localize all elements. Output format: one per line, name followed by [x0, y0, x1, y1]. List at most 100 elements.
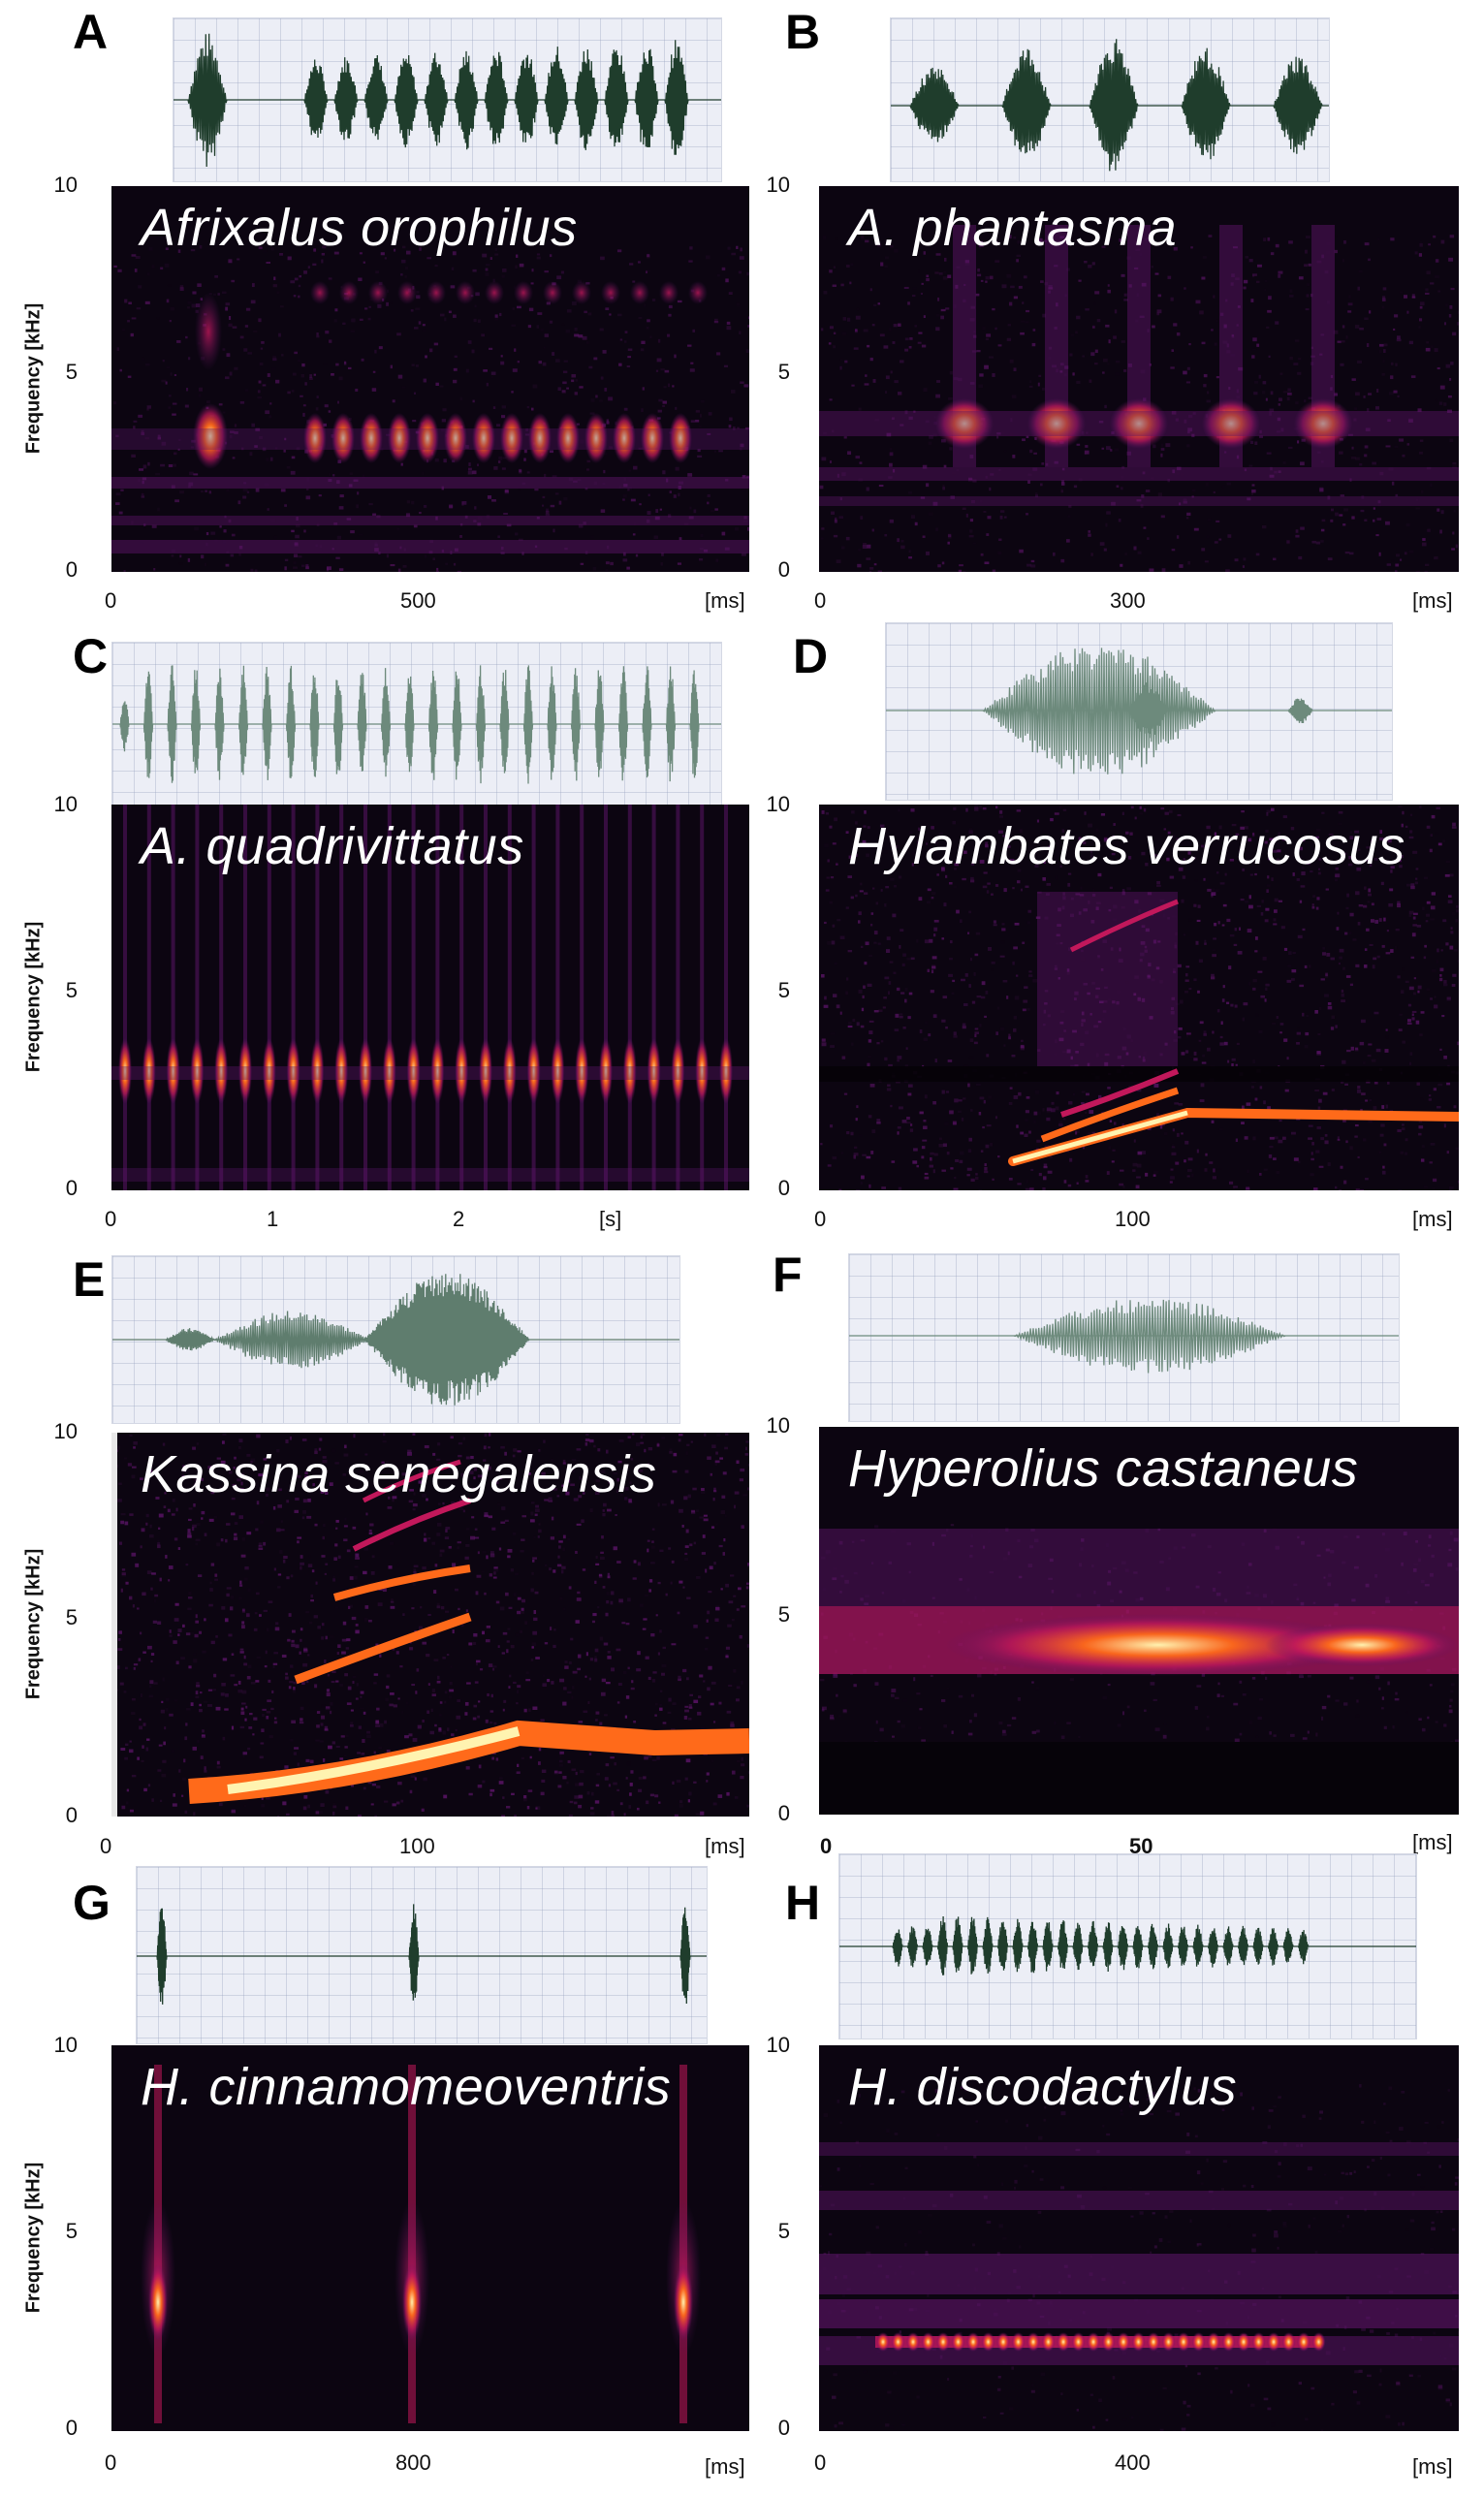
noise-speck — [1274, 470, 1278, 474]
noise-speck — [372, 513, 377, 516]
noise-speck — [1395, 928, 1400, 932]
energy-blob — [430, 1038, 445, 1104]
noise-speck — [957, 1110, 962, 1114]
noise-speck — [1139, 806, 1142, 809]
noise-speck — [1217, 921, 1220, 925]
noise-speck — [743, 384, 749, 388]
noise-speck — [296, 447, 300, 451]
noise-speck — [1440, 949, 1443, 952]
noise-speck — [1426, 901, 1431, 904]
noise-speck — [523, 1708, 527, 1713]
noise-speck — [422, 1566, 426, 1570]
noise-speck — [533, 1535, 536, 1539]
noise-speck — [932, 1169, 935, 1174]
noise-speck — [1145, 1172, 1149, 1177]
noise-speck — [1365, 1178, 1369, 1181]
noise-speck — [534, 1513, 538, 1517]
noise-speck — [290, 1738, 294, 1742]
noise-speck — [260, 347, 264, 350]
noise-speck — [736, 1759, 741, 1763]
noise-speck — [147, 1784, 151, 1787]
noise-speck — [146, 272, 150, 276]
noise-speck — [999, 1027, 1005, 1030]
noise-speck — [1120, 487, 1123, 490]
noise-speck — [605, 568, 609, 572]
noise-speck — [290, 470, 296, 475]
noise-speck — [918, 270, 920, 273]
noise-speck — [1354, 1047, 1359, 1050]
noise-speck — [1026, 1180, 1028, 1184]
noise-speck — [1393, 328, 1396, 332]
noise-speck — [1016, 809, 1022, 812]
noise-speck — [1346, 1049, 1351, 1053]
noise-speck — [745, 1440, 749, 1443]
noise-speck — [1272, 557, 1277, 560]
noise-speck — [243, 1662, 248, 1666]
noise-speck — [166, 366, 171, 369]
noise-speck — [593, 357, 598, 361]
noise-speck — [1209, 1161, 1214, 1164]
noise-speck — [237, 1689, 243, 1693]
noise-speck — [725, 1646, 730, 1650]
noise-speck — [991, 961, 995, 964]
waveform — [173, 17, 722, 182]
noise-speck — [538, 1748, 542, 1752]
noise-speck — [454, 355, 458, 359]
noise-speck — [334, 1462, 339, 1465]
noise-speck — [316, 332, 319, 336]
noise-speck — [1382, 296, 1386, 300]
noise-speck — [662, 1722, 667, 1724]
noise-speck — [679, 1580, 683, 1584]
noise-speck — [157, 1769, 162, 1772]
noise-speck — [534, 1508, 540, 1513]
noise-speck — [654, 1714, 657, 1717]
noise-speck — [144, 300, 150, 304]
noise-speck — [914, 522, 918, 526]
noise-speck — [1334, 878, 1339, 882]
noise-speck — [472, 470, 477, 475]
noise-speck — [1044, 1145, 1050, 1148]
noise-speck — [886, 432, 892, 437]
energy-blob — [262, 1038, 276, 1104]
noise-speck — [850, 263, 854, 267]
noise-speck — [740, 448, 742, 451]
noise-speck — [566, 1781, 569, 1785]
noise-speck — [933, 919, 939, 923]
noise-speck — [1443, 402, 1447, 406]
noise-speck — [251, 423, 255, 427]
waveform-burst — [514, 54, 539, 142]
noise-speck — [725, 1583, 730, 1588]
noise-speck — [423, 504, 427, 508]
noise-speck — [179, 287, 184, 291]
noise-speck — [294, 1509, 300, 1513]
noise-speck — [293, 295, 297, 298]
noise-speck — [371, 388, 377, 392]
noise-speck — [253, 1717, 258, 1721]
noise-speck — [158, 1527, 161, 1531]
noise-speck — [573, 1801, 578, 1805]
noise-speck — [677, 1611, 680, 1615]
noise-speck — [1174, 942, 1177, 946]
noise-speck — [149, 1680, 154, 1685]
noise-speck — [1221, 924, 1225, 927]
noise-speck — [339, 1683, 344, 1687]
noise-speck — [484, 1512, 489, 1517]
noise-speck — [868, 1184, 871, 1188]
noise-speck — [1369, 863, 1373, 868]
noise-speck — [1044, 990, 1049, 993]
noise-speck — [942, 996, 948, 999]
noise-speck — [273, 1721, 278, 1724]
noise-speck — [438, 1727, 442, 1731]
noise-speck — [1343, 1180, 1347, 1185]
noise-speck — [345, 1806, 349, 1811]
noise-speck — [230, 1512, 236, 1516]
noise-speck — [562, 324, 565, 326]
noise-speck — [1163, 913, 1166, 918]
noise-speck — [1455, 544, 1459, 549]
noise-speck — [950, 1167, 954, 1170]
energy-blob — [500, 413, 523, 463]
noise-speck — [499, 571, 503, 572]
noise-speck — [255, 1592, 260, 1596]
noise-speck — [1310, 1152, 1313, 1155]
noise-speck — [668, 305, 673, 309]
